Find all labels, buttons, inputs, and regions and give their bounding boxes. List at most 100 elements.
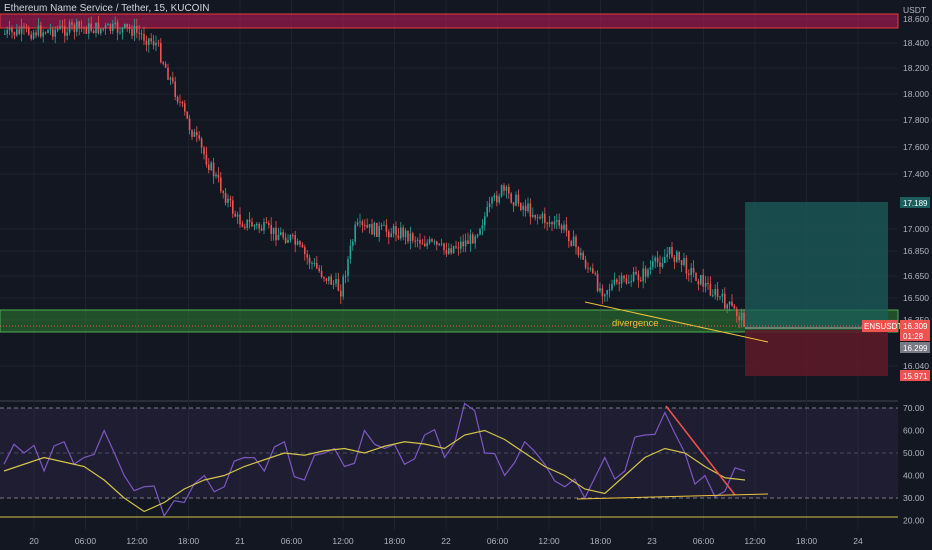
candle-body: [390, 233, 392, 238]
rsi-downtrend-line[interactable]: [665, 405, 736, 496]
candle-body: [328, 276, 330, 281]
candle-body: [299, 241, 301, 245]
candle-body: [347, 259, 349, 276]
candle-body: [575, 236, 577, 248]
candle-body: [61, 25, 64, 27]
candle-body: [491, 197, 493, 204]
candle-body: [632, 271, 635, 282]
price-axis[interactable]: USDT 18.600 18.400 18.200 18.000 17.800 17.60…: [903, 5, 929, 371]
candle-body: [88, 23, 90, 34]
candle-body: [659, 262, 661, 267]
candle-body: [532, 214, 534, 217]
candle-body: [570, 241, 572, 246]
candle-body: [344, 275, 347, 277]
candle-body: [40, 25, 42, 37]
candle-body: [54, 29, 56, 37]
candle-body: [287, 239, 289, 243]
candle-body: [248, 219, 251, 222]
candle-body: [92, 30, 95, 34]
price-tick-label: 16.850: [903, 246, 929, 256]
candle-body: [306, 254, 308, 258]
candle-body: [8, 27, 11, 31]
rsi-moving-average[interactable]: [3, 429, 746, 513]
candle-body: [740, 312, 743, 321]
candle-body: [472, 234, 474, 244]
candle-body: [78, 21, 80, 28]
candle-body: [164, 63, 167, 68]
long-position-target-zone[interactable]: [745, 202, 888, 327]
candle-body: [618, 282, 620, 284]
candle-body: [719, 296, 721, 298]
current-price-tag: [900, 320, 930, 341]
candle-body: [395, 226, 397, 236]
candle-body: [296, 241, 299, 245]
candle-body: [440, 243, 443, 245]
target-price-tag: [900, 197, 930, 208]
candle-body: [301, 244, 304, 248]
candle-body: [419, 239, 421, 244]
candle-body: [460, 241, 462, 249]
candle-body: [426, 242, 428, 247]
rsi-tick-label: 30.00: [903, 493, 925, 503]
candle-body: [534, 214, 536, 218]
price-axis-currency: USDT: [903, 5, 926, 15]
target-price-label: 17.189: [903, 199, 928, 208]
candle-body: [203, 147, 205, 155]
candle-body: [239, 214, 241, 225]
candle-body: [455, 246, 457, 248]
candle-body: [400, 227, 402, 239]
candle-body: [728, 301, 731, 305]
time-tick-label: 12:00: [538, 536, 560, 546]
candle-body: [388, 231, 390, 238]
candle-body: [6, 30, 8, 34]
candle-body: [191, 129, 193, 137]
candle-body: [498, 196, 500, 203]
candle-body: [731, 301, 733, 306]
rsi-line[interactable]: [3, 402, 746, 518]
candle-body: [272, 227, 275, 234]
candle-body: [479, 228, 481, 235]
candle-body: [174, 81, 176, 97]
candle-body: [515, 194, 517, 206]
candle-body: [700, 274, 702, 285]
divergence-trendline[interactable]: [584, 301, 769, 343]
candle-body: [438, 243, 440, 245]
time-tick-label: 20: [29, 536, 39, 546]
price-tick-label: 18.000: [903, 89, 929, 99]
candle-body: [330, 276, 332, 285]
price-tick-label: 17.800: [903, 115, 929, 125]
candle-body: [313, 262, 316, 264]
rsi-divergence-line[interactable]: [576, 493, 769, 500]
long-position-stop-zone[interactable]: [745, 330, 888, 376]
time-tick-label: 06:00: [75, 536, 97, 546]
candle-body: [220, 177, 222, 192]
candle-body: [594, 272, 596, 274]
candle-body: [143, 34, 145, 41]
candle-body: [215, 174, 217, 177]
candle-body: [52, 29, 54, 37]
candle-body: [13, 32, 16, 36]
candle-body: [282, 232, 284, 238]
candle-body: [546, 222, 548, 224]
candle-body: [467, 240, 469, 244]
current-price-label: 16.309: [903, 322, 928, 331]
time-axis[interactable]: 20 06:00 12:00 18:00 21 06:00 12:00 18:00 22 06:0…: [29, 536, 863, 546]
candle-body: [152, 41, 155, 46]
candle-body: [620, 275, 623, 284]
candle-body: [354, 224, 356, 242]
candle-body: [205, 154, 208, 165]
candle-body: [68, 22, 71, 33]
candle-body: [332, 283, 335, 285]
candle-body: [493, 195, 496, 198]
candle-body: [148, 38, 150, 45]
rsi-axis[interactable]: 70.00 60.00 50.00 40.00 30.00 20.00: [903, 403, 925, 526]
candle-body: [30, 34, 32, 39]
candle-body: [450, 248, 452, 253]
candle-body: [721, 293, 724, 297]
candle-body: [496, 195, 498, 203]
resistance-zone[interactable]: [0, 13, 899, 29]
candle-body: [664, 256, 666, 264]
candle-body: [284, 237, 287, 243]
candlestick-series[interactable]: [4, 15, 745, 329]
